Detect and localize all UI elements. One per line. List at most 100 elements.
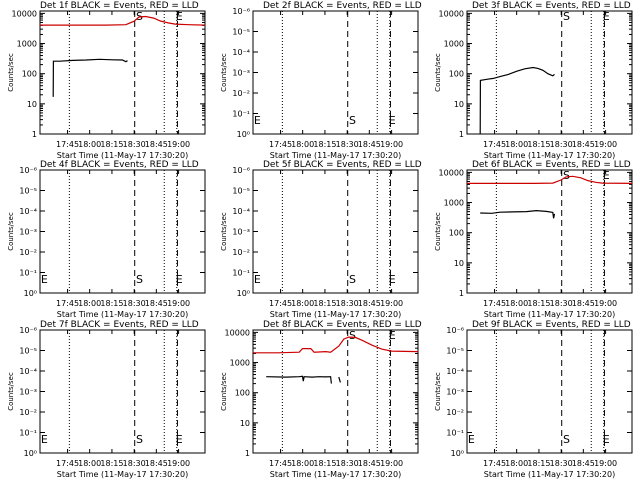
x-tick-label: 18:30 xyxy=(336,459,359,468)
plot-frame xyxy=(466,10,633,135)
x-tick-label: 17:45 xyxy=(269,459,292,468)
y-tick-label: 10⁻³ xyxy=(232,69,250,78)
y-axis-label: Counts/sec xyxy=(220,212,228,251)
x-tick-label: 18:00 xyxy=(505,299,528,308)
x-axis-label: Start Time (11-May-17 17:30:20) xyxy=(270,310,401,319)
marker-letter-E: E xyxy=(603,10,610,23)
x-tick-label: 18:00 xyxy=(78,459,101,468)
marker-letter-S: S xyxy=(136,433,143,446)
y-tick-label: 10⁻⁶ xyxy=(19,166,37,175)
y-axis-label: Counts/sec xyxy=(7,53,15,92)
y-tick-label: 10000 xyxy=(439,168,464,177)
x-tick-label: 18:00 xyxy=(505,459,528,468)
y-tick-label: 10⁰ xyxy=(451,449,464,458)
x-tick-label: 18:15 xyxy=(313,140,336,149)
plot-frame xyxy=(252,329,419,454)
marker-letter-E: E xyxy=(41,433,48,446)
x-tick-label: 17:45 xyxy=(56,140,79,149)
y-tick-label: 10⁻⁵ xyxy=(232,187,250,196)
y-tick-label: 1000 xyxy=(444,40,464,49)
x-tick-label: 18:30 xyxy=(123,140,146,149)
y-tick-label: 10⁻⁶ xyxy=(232,166,250,175)
lld-series-line xyxy=(467,175,633,184)
x-tick-label: 17:45 xyxy=(269,140,292,149)
marker-letter-E: E xyxy=(254,114,261,127)
y-tick-label: 10⁻⁵ xyxy=(446,347,464,356)
marker-letter-S: S xyxy=(563,10,570,23)
panel-title: Det 8f BLACK = Events, RED = LLD xyxy=(263,320,422,330)
y-tick-label: 10⁻⁶ xyxy=(232,7,250,16)
y-tick-label: 100 xyxy=(22,70,37,79)
x-tick-label: 18:00 xyxy=(78,299,101,308)
y-tick-label: 10 xyxy=(240,419,250,428)
x-tick-label: 19:00 xyxy=(594,459,617,468)
plot-frame xyxy=(39,10,206,135)
y-tick-label: 10 xyxy=(454,259,464,268)
x-tick-label: 18:00 xyxy=(78,140,101,149)
x-tick-label: 17:45 xyxy=(483,140,506,149)
x-tick-label: 19:00 xyxy=(380,140,403,149)
y-tick-label: 10⁻⁴ xyxy=(19,367,37,376)
y-axis-label: Counts/sec xyxy=(7,372,15,411)
panel-title: Det 1f BLACK = Events, RED = LLD xyxy=(40,1,199,11)
x-tick-label: 18:30 xyxy=(550,299,573,308)
x-tick-label: 19:00 xyxy=(380,299,403,308)
y-tick-label: 10⁻¹ xyxy=(19,429,37,438)
events-series-line xyxy=(480,209,556,219)
x-tick-label: 18:30 xyxy=(550,459,573,468)
lld-series-line xyxy=(253,336,419,354)
panel-title: Det 6f BLACK = Events, RED = LLD xyxy=(472,160,631,170)
x-tick-label: 18:15 xyxy=(100,299,123,308)
x-axis-label: Start Time (11-May-17 17:30:20) xyxy=(484,151,615,160)
y-tick-label: 1 xyxy=(245,449,250,458)
x-tick-label: 19:00 xyxy=(167,459,190,468)
x-tick-label: 18:15 xyxy=(313,299,336,308)
lld-series-line xyxy=(40,15,206,26)
y-tick-label: 10⁻² xyxy=(232,248,250,257)
y-tick-label: 1 xyxy=(459,289,464,298)
marker-letter-E: E xyxy=(176,10,183,23)
y-tick-label: 10⁻³ xyxy=(446,388,464,397)
marker-letter-S: S xyxy=(349,273,356,286)
x-tick-label: 18:45 xyxy=(572,299,595,308)
marker-letter-E: E xyxy=(389,114,396,127)
y-tick-label: 10⁻⁶ xyxy=(446,326,464,335)
y-tick-label: 10 xyxy=(454,100,464,109)
marker-letter-E: E xyxy=(603,169,610,182)
y-tick-label: 10⁻⁵ xyxy=(19,347,37,356)
x-tick-label: 18:15 xyxy=(100,459,123,468)
y-tick-label: 10⁻¹ xyxy=(232,110,250,119)
y-tick-label: 10 xyxy=(27,100,37,109)
y-axis-label: Counts/sec xyxy=(434,372,442,411)
marker-letter-E: E xyxy=(389,329,396,342)
x-tick-label: 17:45 xyxy=(56,299,79,308)
x-tick-label: 17:45 xyxy=(483,459,506,468)
x-tick-label: 18:45 xyxy=(145,140,168,149)
events-series-line xyxy=(338,376,341,383)
y-tick-label: 1000 xyxy=(17,40,37,49)
y-axis-label: Counts/sec xyxy=(434,212,442,251)
x-tick-label: 18:30 xyxy=(550,140,573,149)
y-tick-label: 10⁰ xyxy=(237,130,250,139)
events-series-line xyxy=(479,66,555,135)
panel-title: Det 7f BLACK = Events, RED = LLD xyxy=(40,320,199,330)
x-tick-label: 18:15 xyxy=(527,299,550,308)
x-tick-label: 18:15 xyxy=(100,140,123,149)
y-tick-label: 10⁻¹ xyxy=(446,429,464,438)
y-tick-label: 100 xyxy=(449,70,464,79)
marker-letter-E: E xyxy=(603,433,610,446)
y-axis-label: Counts/sec xyxy=(220,53,228,92)
marker-letter-S: S xyxy=(349,329,356,342)
y-tick-label: 100 xyxy=(449,229,464,238)
panel-det-8: Det 8f BLACK = Events, RED = LLD 17:45 18:… xyxy=(220,320,422,479)
plot-frame xyxy=(466,169,633,294)
marker-letter-S: S xyxy=(563,169,570,182)
y-tick-label: 10⁻¹ xyxy=(232,269,250,278)
y-tick-label: 10⁻² xyxy=(19,248,37,257)
